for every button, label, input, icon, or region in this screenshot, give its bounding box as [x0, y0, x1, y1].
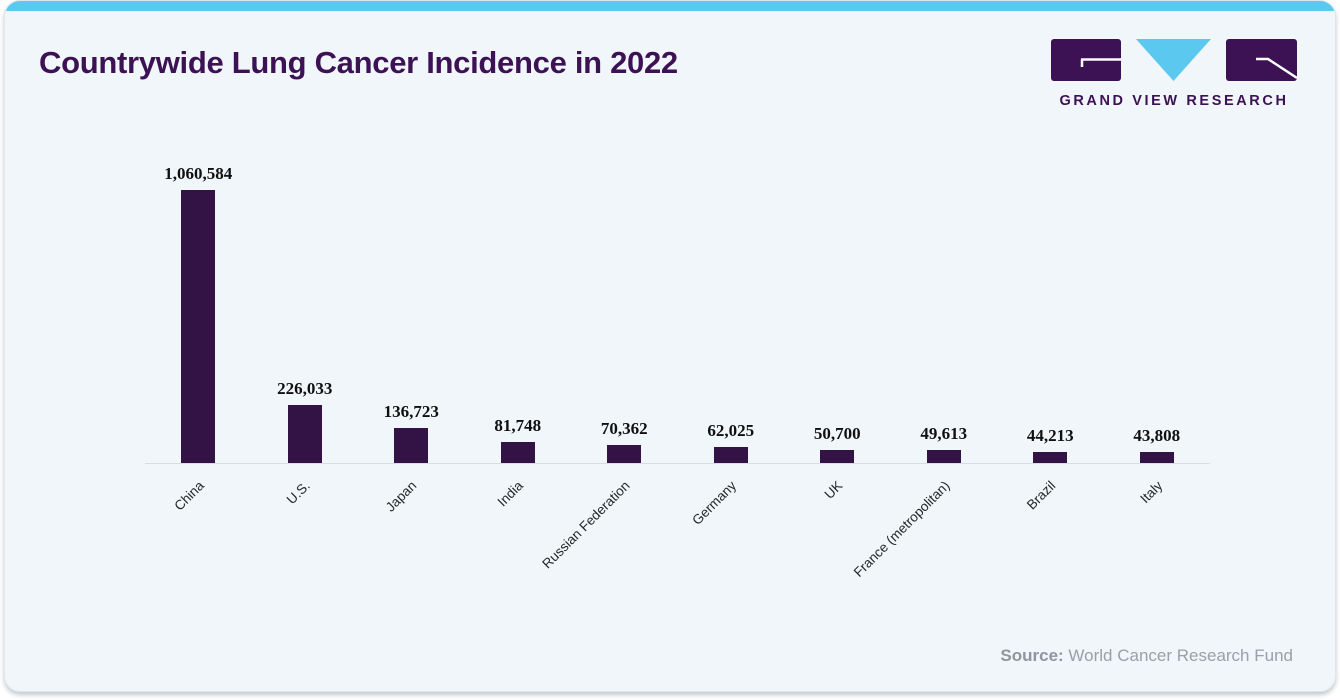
bar-value-label: 70,362 [600, 419, 648, 438]
bar-value-label: 1,060,584 [164, 164, 233, 183]
x-axis-label: Brazil [1024, 478, 1059, 513]
bar [607, 445, 642, 463]
gvr-logo-icon [1051, 39, 1297, 82]
bar [1033, 452, 1068, 463]
page-title: Countrywide Lung Cancer Incidence in 202… [39, 45, 678, 80]
bar-chart: 1,060,584 China 226,033 U.S. 136,723 Japan 81,… [5, 1, 1335, 691]
source-text: World Cancer Research Fund [1063, 646, 1293, 665]
bar-value-label: 226,033 [277, 379, 333, 398]
bar [394, 428, 429, 463]
bar-value-label: 50,700 [813, 424, 861, 443]
x-axis-label: Italy [1137, 478, 1166, 507]
gvr-logo: GRAND VIEW RESEARCH [1051, 39, 1297, 109]
x-axis-label: India [495, 478, 527, 510]
accent-top-strip [5, 1, 1335, 11]
x-axis-label: Russian Federation [539, 478, 633, 572]
bar [820, 450, 855, 463]
x-axis-label: Germany [689, 478, 740, 528]
bar [926, 450, 961, 463]
bar-value-label: 136,723 [383, 402, 439, 421]
bar-value-label: 81,748 [494, 416, 542, 435]
bar-value-label: 44,213 [1026, 426, 1074, 445]
logo-v-triangle-icon [1136, 39, 1211, 81]
x-axis-label: Japan [383, 478, 420, 515]
bar [181, 190, 216, 463]
gvr-logo-wordmark: GRAND VIEW RESEARCH [1059, 93, 1289, 109]
bar [500, 442, 535, 463]
logo-r-block-icon [1226, 39, 1297, 81]
source-attribution: Source: World Cancer Research Fund [1000, 646, 1293, 666]
bar [713, 447, 748, 463]
x-axis-label: France (metropolitan) [850, 478, 953, 580]
bar [1139, 452, 1174, 463]
x-axis-label: UK [821, 478, 846, 502]
bar-value-label: 62,025 [707, 421, 755, 440]
chart-card: Countrywide Lung Cancer Incidence in 202… [4, 0, 1336, 692]
x-axis-label: China [171, 478, 207, 514]
x-axis-line [145, 463, 1210, 464]
x-axis-label: U.S. [284, 478, 314, 508]
bar-value-label: 49,613 [920, 424, 968, 443]
bar-value-label: 43,808 [1133, 426, 1181, 445]
bar [287, 405, 322, 463]
source-label: Source: [1000, 646, 1064, 665]
logo-g-block-icon [1051, 39, 1121, 81]
